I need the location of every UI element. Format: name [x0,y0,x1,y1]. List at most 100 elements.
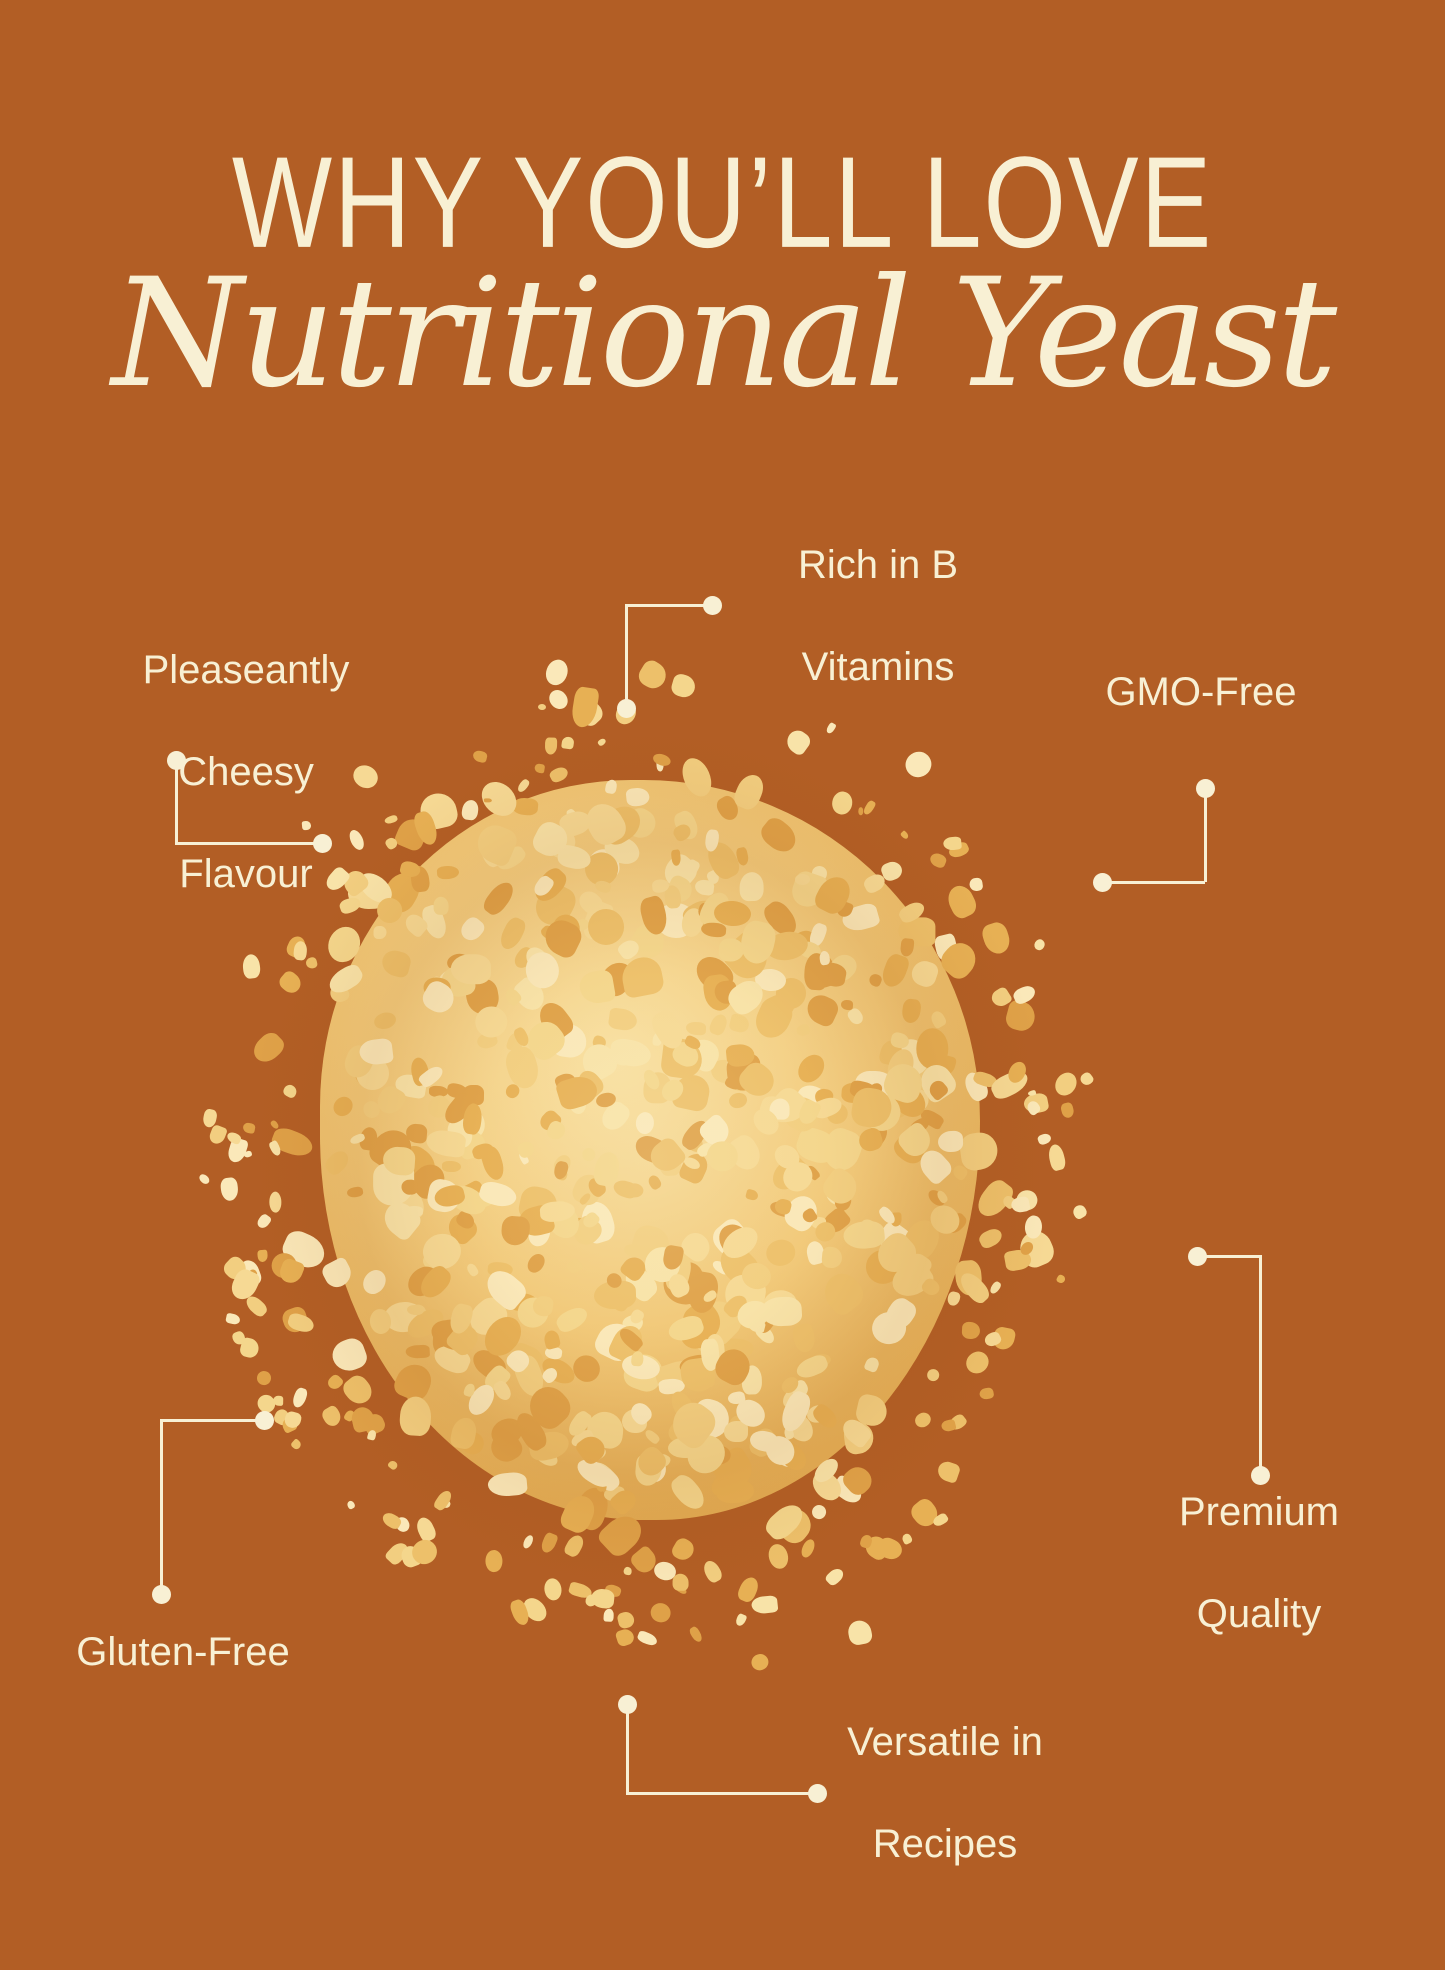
connector-dot [166,750,186,770]
yeast-flake [207,1124,229,1146]
yeast-flake [962,1347,993,1378]
yeast-flake [840,999,854,1010]
yeast-flake [539,1531,559,1555]
yeast-flake [934,1459,961,1485]
yeast-flake [560,736,575,751]
callout-label: Rich in B Vitamins [797,543,959,689]
yeast-flake [614,1627,636,1648]
yeast-flake [947,1290,962,1307]
connector-dot [617,1694,637,1714]
connector-line [161,1418,264,1422]
connector-line [174,760,178,844]
yeast-flake [669,1535,698,1564]
yeast-flake [339,1371,377,1409]
connector-line [1197,1254,1261,1258]
yeast-flake [219,1176,240,1202]
yeast-flake [542,1577,563,1602]
yeast-flake [1050,1068,1081,1100]
yeast-flake [831,789,855,816]
yeast-flake [861,799,877,817]
yeast-flake [255,1369,273,1387]
yeast-flake [978,1386,995,1401]
yeast-flake [537,703,547,710]
yeast-flake [1058,1101,1075,1119]
yeast-flake [734,1613,748,1628]
yeast-flake [517,777,532,794]
yeast-flake [635,656,671,693]
connector-line [1258,1254,1262,1476]
yeast-flake [1047,1142,1068,1172]
callout-label: Pleaseantly Cheesy Flavour [142,648,350,896]
connector-dot [254,1410,274,1430]
callout-label: GMO-Free [1105,670,1297,714]
yeast-flake [239,1337,261,1360]
connector-line [626,603,712,607]
connector-dot [616,698,636,718]
yeast-flake [855,1095,872,1119]
yeast-flake [928,851,948,869]
yeast-flake [900,830,910,840]
yeast-flake [373,926,387,939]
yeast-flake [291,1386,309,1410]
yeast-flake [1032,937,1047,952]
yeast-flake [925,1368,940,1383]
yeast-flake [648,1599,674,1626]
yeast-flake [942,835,963,851]
yeast-flake [616,1609,636,1630]
connector-dot [151,1584,171,1604]
yeast-flake [562,1531,587,1559]
yeast-flake [858,807,863,816]
yeast-flake [289,1437,303,1451]
yeast-flake [547,764,570,785]
yeast-flake [451,954,492,985]
yeast-flake [472,749,489,764]
yeast-flake [325,1373,345,1392]
yeast-flake [700,1557,725,1585]
yeast-flake [900,747,936,783]
yeast-flake [255,1212,273,1231]
yeast-flake [749,1651,771,1673]
connector-line [1102,880,1205,884]
yeast-flake [636,1629,660,1647]
connector-line [174,841,323,845]
yeast-flake [305,956,319,970]
yeast-flake [484,797,492,803]
callout-label: Gluten-Free [76,1630,290,1674]
yeast-flake [461,798,480,822]
connector-dot [312,833,332,853]
connector-dot [1187,1246,1207,1266]
yeast-flake [940,1418,957,1433]
yeast-flake [823,1565,846,1588]
yeast-flake [916,1028,949,1069]
yeast-flake [715,1477,754,1504]
callout-label: Versatile in Recipes [847,1720,1043,1866]
yeast-flake [401,1179,418,1195]
yeast-flake [688,1625,705,1645]
yeast-flake [979,919,1013,957]
yeast-flake [937,1130,963,1152]
yeast-flake [602,1607,614,1622]
yeast-flake [988,1279,1003,1295]
yeast-flake [651,751,673,769]
yeast-flake [1011,982,1038,1006]
yeast-flake [281,1082,299,1100]
connector-line [159,1418,163,1595]
callout-label: Premium Quality [1178,1490,1340,1636]
yeast-flake [542,657,572,689]
yeast-flake [345,1499,357,1511]
yeast-flake [958,1130,1000,1172]
yeast-flake [269,1191,282,1214]
yeast-flake [405,1344,431,1359]
yeast-flake [825,721,837,735]
yeast-flake [766,1541,791,1571]
poster-kicker: WHY YOU’LL LOVE [231,130,1214,276]
yeast-flake [976,1225,1005,1251]
connector-line [624,603,628,710]
yeast-flake [623,1566,633,1576]
yeast-flake [257,1249,269,1262]
yeast-flake [1055,1273,1067,1285]
yeast-flake [545,686,572,713]
yeast-flake [486,1550,504,1573]
yeast-flake [794,873,810,885]
